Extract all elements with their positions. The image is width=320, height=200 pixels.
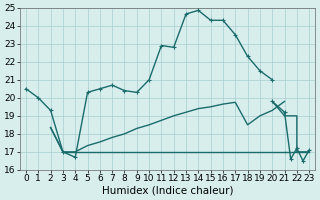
X-axis label: Humidex (Indice chaleur): Humidex (Indice chaleur): [102, 186, 233, 196]
